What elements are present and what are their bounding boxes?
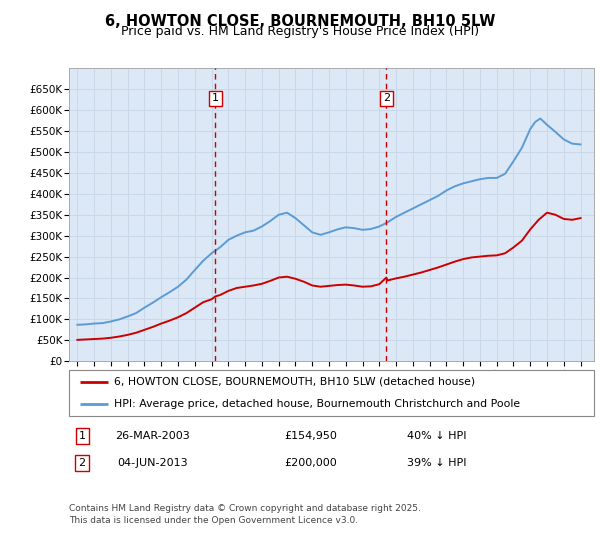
Text: 04-JUN-2013: 04-JUN-2013: [118, 458, 188, 468]
Text: Price paid vs. HM Land Registry's House Price Index (HPI): Price paid vs. HM Land Registry's House …: [121, 25, 479, 38]
Text: 2: 2: [383, 94, 390, 104]
Text: 1: 1: [79, 431, 86, 441]
Text: 2: 2: [79, 458, 86, 468]
Text: 39% ↓ HPI: 39% ↓ HPI: [407, 458, 466, 468]
Text: 1: 1: [212, 94, 219, 104]
Text: HPI: Average price, detached house, Bournemouth Christchurch and Poole: HPI: Average price, detached house, Bour…: [113, 399, 520, 409]
Text: Contains HM Land Registry data © Crown copyright and database right 2025.
This d: Contains HM Land Registry data © Crown c…: [69, 504, 421, 525]
Text: 26-MAR-2003: 26-MAR-2003: [116, 431, 190, 441]
Text: 6, HOWTON CLOSE, BOURNEMOUTH, BH10 5LW: 6, HOWTON CLOSE, BOURNEMOUTH, BH10 5LW: [105, 14, 495, 29]
Text: £200,000: £200,000: [284, 458, 337, 468]
Text: 40% ↓ HPI: 40% ↓ HPI: [407, 431, 466, 441]
FancyBboxPatch shape: [69, 370, 594, 416]
Text: 6, HOWTON CLOSE, BOURNEMOUTH, BH10 5LW (detached house): 6, HOWTON CLOSE, BOURNEMOUTH, BH10 5LW (…: [113, 377, 475, 387]
Text: £154,950: £154,950: [284, 431, 337, 441]
